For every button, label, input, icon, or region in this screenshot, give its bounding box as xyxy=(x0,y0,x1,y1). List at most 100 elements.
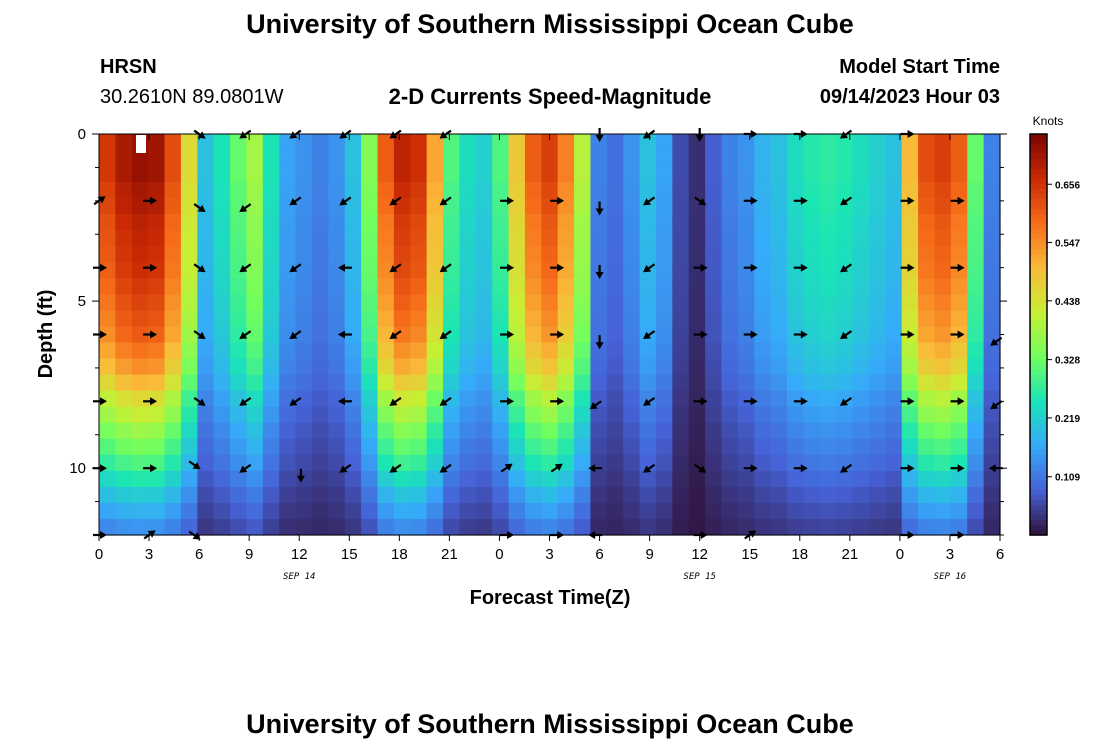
heatmap-cell xyxy=(213,374,231,392)
heatmap-cell xyxy=(868,406,886,424)
heatmap-cell xyxy=(164,470,182,488)
heatmap-cell xyxy=(295,438,313,456)
heatmap-cell xyxy=(868,134,886,151)
heatmap-cell xyxy=(705,246,723,263)
heatmap-cell xyxy=(770,470,788,488)
heatmap-cell xyxy=(426,214,444,231)
heatmap-cell xyxy=(672,470,690,488)
current-arrow xyxy=(439,330,452,340)
current-arrow xyxy=(193,129,206,139)
heatmap-cell xyxy=(950,278,968,295)
heatmap-cell xyxy=(311,518,329,536)
heatmap-cell xyxy=(246,326,264,344)
heatmap-cell xyxy=(770,438,788,456)
colorbar-segment xyxy=(1030,159,1047,165)
heatmap-cell xyxy=(721,166,739,183)
heatmap-cell xyxy=(279,166,297,183)
heatmap-cell xyxy=(262,486,280,504)
heatmap-cell xyxy=(344,358,362,376)
heatmap-cell xyxy=(410,438,428,456)
heatmap-cell xyxy=(967,214,985,231)
heatmap-cell xyxy=(180,502,198,520)
current-arrow xyxy=(339,196,352,206)
heatmap-cell xyxy=(361,470,379,488)
heatmap-cell xyxy=(311,470,329,488)
plot-title: 2-D Currents Speed-Magnitude xyxy=(388,84,712,109)
heatmap-cell xyxy=(279,310,297,328)
heatmap-cell xyxy=(148,150,166,167)
heatmap-cell xyxy=(770,214,788,231)
heatmap-cell xyxy=(885,294,903,312)
heatmap-cell xyxy=(754,262,772,279)
heatmap-cell xyxy=(557,198,575,215)
heatmap-cell xyxy=(918,246,936,263)
heatmap-cell xyxy=(836,150,854,167)
heatmap-cell xyxy=(590,166,608,183)
heatmap-cell xyxy=(180,486,198,504)
colorbar-segment xyxy=(1030,379,1047,386)
heatmap-cell xyxy=(934,230,952,247)
heatmap-cell xyxy=(99,422,116,440)
heatmap-cell xyxy=(606,342,624,360)
heatmap-cell xyxy=(606,470,624,488)
heatmap-cell xyxy=(524,214,542,231)
colorbar-segment xyxy=(1030,504,1047,511)
heatmap-cell xyxy=(754,310,772,328)
heatmap-cell xyxy=(492,438,510,456)
colorbar-segment xyxy=(1030,529,1047,536)
heatmap-cell xyxy=(492,502,510,520)
heatmap-cell xyxy=(246,230,264,247)
x-tick-label: 0 xyxy=(495,546,503,563)
heatmap-cell xyxy=(393,422,411,440)
heatmap-cell xyxy=(393,150,411,167)
colorbar-segment xyxy=(1030,354,1047,361)
colorbar-segment xyxy=(1030,314,1047,321)
heatmap-cell xyxy=(426,294,444,312)
heatmap-cell xyxy=(361,310,379,328)
heatmap-cell xyxy=(885,310,903,328)
heatmap-cell xyxy=(557,470,575,488)
heatmap-cell xyxy=(901,134,919,151)
heatmap-cell xyxy=(885,470,903,488)
heatmap-cell xyxy=(885,134,903,151)
heatmap-cell xyxy=(230,150,248,167)
heatmap-cell xyxy=(344,454,362,472)
heatmap-cell xyxy=(246,342,264,360)
heatmap-cell xyxy=(705,438,723,456)
heatmap-cell xyxy=(574,374,592,392)
heatmap-cell xyxy=(279,486,297,504)
heatmap-cell xyxy=(328,358,346,376)
heatmap-cell xyxy=(311,486,329,504)
current-arrow xyxy=(643,330,656,340)
heatmap-cell xyxy=(705,470,723,488)
heatmap-cell xyxy=(688,422,706,440)
heatmap-cell xyxy=(770,406,788,424)
heatmap-cell xyxy=(197,486,215,504)
heatmap-cell xyxy=(180,278,198,295)
heatmap-cell xyxy=(770,486,788,504)
heatmap-cell xyxy=(115,166,133,183)
heatmap-cell xyxy=(721,470,739,488)
heatmap-cell xyxy=(721,182,739,199)
heatmap-cell xyxy=(737,470,755,488)
heatmap-cell xyxy=(852,198,870,215)
heatmap-cell xyxy=(508,214,526,231)
heatmap-cell xyxy=(688,518,706,536)
current-arrow xyxy=(950,196,965,205)
heatmap-cell xyxy=(295,470,313,488)
heatmap-cell xyxy=(934,406,952,424)
heatmap-cell xyxy=(688,438,706,456)
x-tick-label: 0 xyxy=(95,546,103,563)
heatmap-cell xyxy=(623,422,641,440)
heatmap-cell xyxy=(574,518,592,536)
heatmap-cell xyxy=(852,518,870,536)
current-arrow xyxy=(439,463,452,473)
heatmap-cell xyxy=(623,262,641,279)
heatmap-cell xyxy=(688,470,706,488)
colorbar-segment xyxy=(1030,284,1047,290)
heatmap-cell xyxy=(754,278,772,295)
heatmap-cell xyxy=(606,326,624,344)
heatmap-cell xyxy=(967,470,985,488)
heatmap-cell xyxy=(279,182,297,199)
